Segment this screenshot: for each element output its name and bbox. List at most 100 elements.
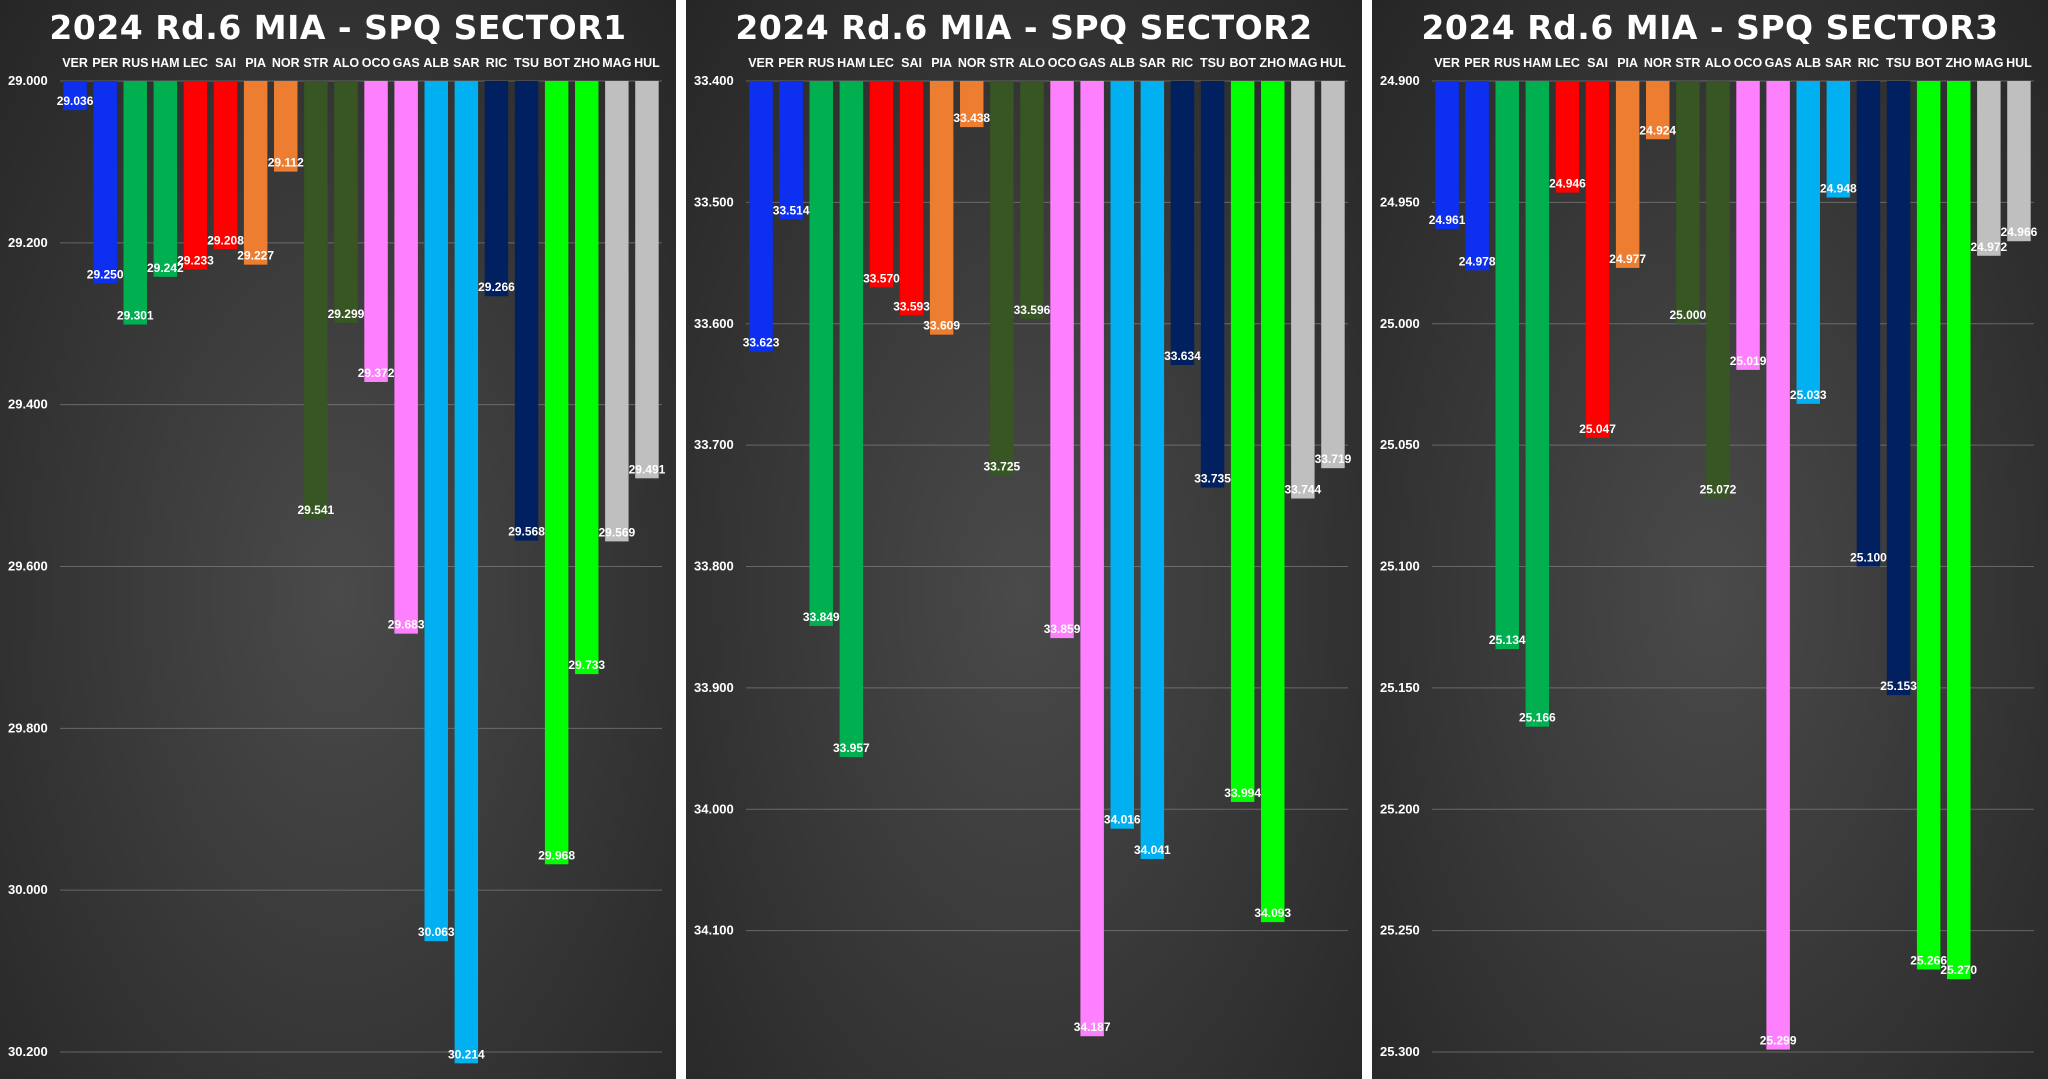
data-label: 33.634 xyxy=(1164,349,1201,363)
x-category-label: ALO xyxy=(1019,56,1046,70)
x-category-label: NOR xyxy=(958,56,986,70)
bar-mag xyxy=(1977,81,2001,256)
data-label: 33.623 xyxy=(743,336,780,350)
x-category-label: LEC xyxy=(869,56,894,70)
data-label: 29.112 xyxy=(268,156,304,170)
bar-nor xyxy=(960,81,984,128)
x-category-label: HUL xyxy=(634,56,660,70)
data-label: 30.214 xyxy=(448,1047,485,1061)
x-category-label: PIA xyxy=(931,56,952,70)
data-label: 24.978 xyxy=(1459,254,1496,268)
sector1-chart-panel: 2024 Rd.6 MIA - SPQ SECTOR1 29.000 29.200… xyxy=(0,0,676,1079)
data-label: 29.569 xyxy=(598,525,635,539)
x-category-label: NOR xyxy=(1644,56,1672,70)
bar-per xyxy=(93,81,117,284)
bar-oco xyxy=(364,81,388,383)
x-category-label: RIC xyxy=(1172,56,1194,70)
x-category-label: ALB xyxy=(1795,56,1821,70)
sector2-chart-svg: 33.400 33.500 33.600 33.700 33.800 33.900 34.0… xyxy=(694,56,1352,1037)
bar-alo xyxy=(334,81,358,323)
x-category-label: VER xyxy=(1434,56,1460,70)
data-label: 29.036 xyxy=(57,94,94,108)
x-category-label: OCO xyxy=(362,56,391,70)
x-category-label: TSU xyxy=(514,56,539,70)
bar-bot xyxy=(1230,81,1255,802)
data-label: 25.299 xyxy=(1760,1034,1797,1048)
x-category-label: ALO xyxy=(1705,56,1732,70)
bar-tsu xyxy=(1200,81,1225,488)
bar-oco xyxy=(1736,81,1760,370)
x-category-label: ZHO xyxy=(574,56,601,70)
bar-pia xyxy=(1615,81,1640,268)
x-category-label: SAR xyxy=(1139,56,1165,70)
bar-lec xyxy=(869,81,894,288)
bar-sai xyxy=(213,81,238,250)
data-label: 33.596 xyxy=(1014,303,1051,317)
bar-mag xyxy=(605,81,629,542)
bar-rus xyxy=(1495,81,1519,650)
bar-hul xyxy=(1321,81,1345,469)
data-label: 24.977 xyxy=(1609,252,1646,266)
data-label: 25.100 xyxy=(1850,551,1887,565)
data-label: 24.966 xyxy=(2001,225,2038,239)
x-category-label: PER xyxy=(92,56,118,70)
chart-title: 2024 Rd.6 MIA - SPQ SECTOR2 xyxy=(735,8,1313,47)
x-category-label: BOT xyxy=(1229,56,1256,70)
data-label: 29.233 xyxy=(177,254,214,268)
sector3-chart-panel: 2024 Rd.6 MIA - SPQ SECTOR3 24.900 24.950… xyxy=(1372,0,2048,1079)
bar-alb xyxy=(1110,81,1134,829)
x-category-label: HUL xyxy=(1320,56,1346,70)
bar-ric xyxy=(1856,81,1881,567)
bar-alo xyxy=(1020,81,1044,319)
x-category-label: OCO xyxy=(1048,56,1077,70)
bar-nor xyxy=(274,81,298,172)
x-category-label: RIC xyxy=(1858,56,1880,70)
x-category-label: NOR xyxy=(272,56,300,70)
data-label: 25.166 xyxy=(1519,711,1556,725)
y-tick-label: 34.000 xyxy=(694,801,734,816)
data-label: 25.019 xyxy=(1730,354,1767,368)
x-category-label: GAS xyxy=(393,56,420,70)
data-label: 25.072 xyxy=(1700,483,1737,497)
data-label: 33.957 xyxy=(833,741,870,755)
bar-sar xyxy=(1826,81,1851,198)
data-label: 30.063 xyxy=(418,925,455,939)
bar-alb xyxy=(424,81,448,942)
data-label: 29.301 xyxy=(117,309,154,323)
x-category-label: STR xyxy=(989,56,1014,70)
x-category-label: ALB xyxy=(423,56,449,70)
y-tick-label: 29.000 xyxy=(8,73,48,88)
x-category-label: BOT xyxy=(543,56,570,70)
x-category-label: PER xyxy=(1464,56,1490,70)
y-tick-label: 33.900 xyxy=(694,680,734,695)
x-category-label: BOT xyxy=(1915,56,1942,70)
y-tick-label: 25.000 xyxy=(1380,316,1420,331)
data-label: 33.438 xyxy=(953,111,990,125)
data-label: 33.849 xyxy=(803,610,840,624)
data-label: 33.725 xyxy=(983,459,1020,473)
bar-gas xyxy=(1766,81,1790,1050)
data-label: 29.208 xyxy=(207,233,244,247)
x-category-label: TSU xyxy=(1200,56,1225,70)
y-tick-label: 29.600 xyxy=(8,559,48,574)
bar-tsu xyxy=(1886,81,1911,696)
data-label: 29.568 xyxy=(508,525,545,539)
y-tick-label: 25.150 xyxy=(1380,680,1420,695)
bar-zho xyxy=(575,81,599,675)
bar-hul xyxy=(2007,81,2031,242)
bar-gas xyxy=(1080,81,1104,1037)
y-tick-label: 29.800 xyxy=(8,720,48,735)
bar-bot xyxy=(1916,81,1941,970)
bar-pia xyxy=(929,81,954,335)
x-category-label: RUS xyxy=(1494,56,1520,70)
data-label: 24.948 xyxy=(1820,182,1857,196)
y-tick-label: 24.950 xyxy=(1380,194,1420,209)
bar-gas xyxy=(394,81,418,634)
bar-zho xyxy=(1947,81,1971,980)
x-category-label: ALO xyxy=(333,56,360,70)
bar-lec xyxy=(1555,81,1580,193)
data-label: 29.227 xyxy=(237,249,274,263)
data-label: 29.683 xyxy=(388,618,425,632)
data-label: 25.270 xyxy=(1940,963,1977,977)
bar-hul xyxy=(635,81,659,479)
